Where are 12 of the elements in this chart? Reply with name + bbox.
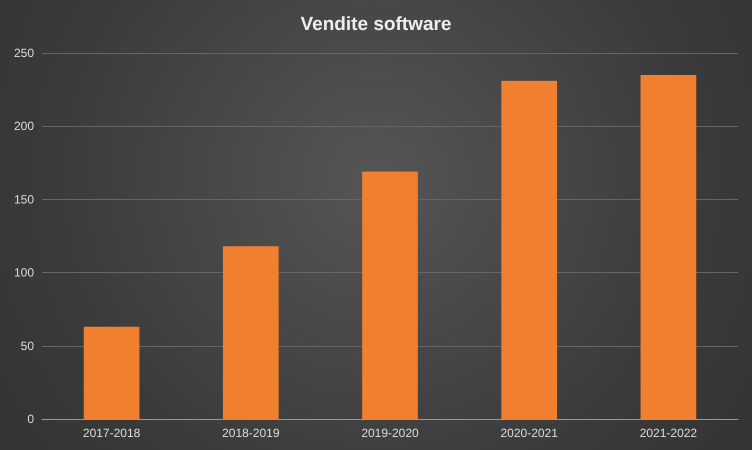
x-tick-label: 2018-2019 [222,426,280,440]
y-tick-label: 250 [14,46,34,60]
y-tick-label: 150 [14,192,34,206]
y-tick-label: 100 [14,266,34,280]
y-tick-label: 0 [27,412,34,426]
y-tick-label: 200 [14,119,34,134]
x-tick-label: 2017-2018 [82,426,141,440]
x-tick-label: 2019-2020 [361,426,420,440]
x-tick-label: 2021-2022 [640,426,698,440]
chart-title: Vendite software [300,14,452,35]
y-tick-label: 50 [20,338,34,353]
x-tick-label: 2020-2021 [500,426,558,440]
